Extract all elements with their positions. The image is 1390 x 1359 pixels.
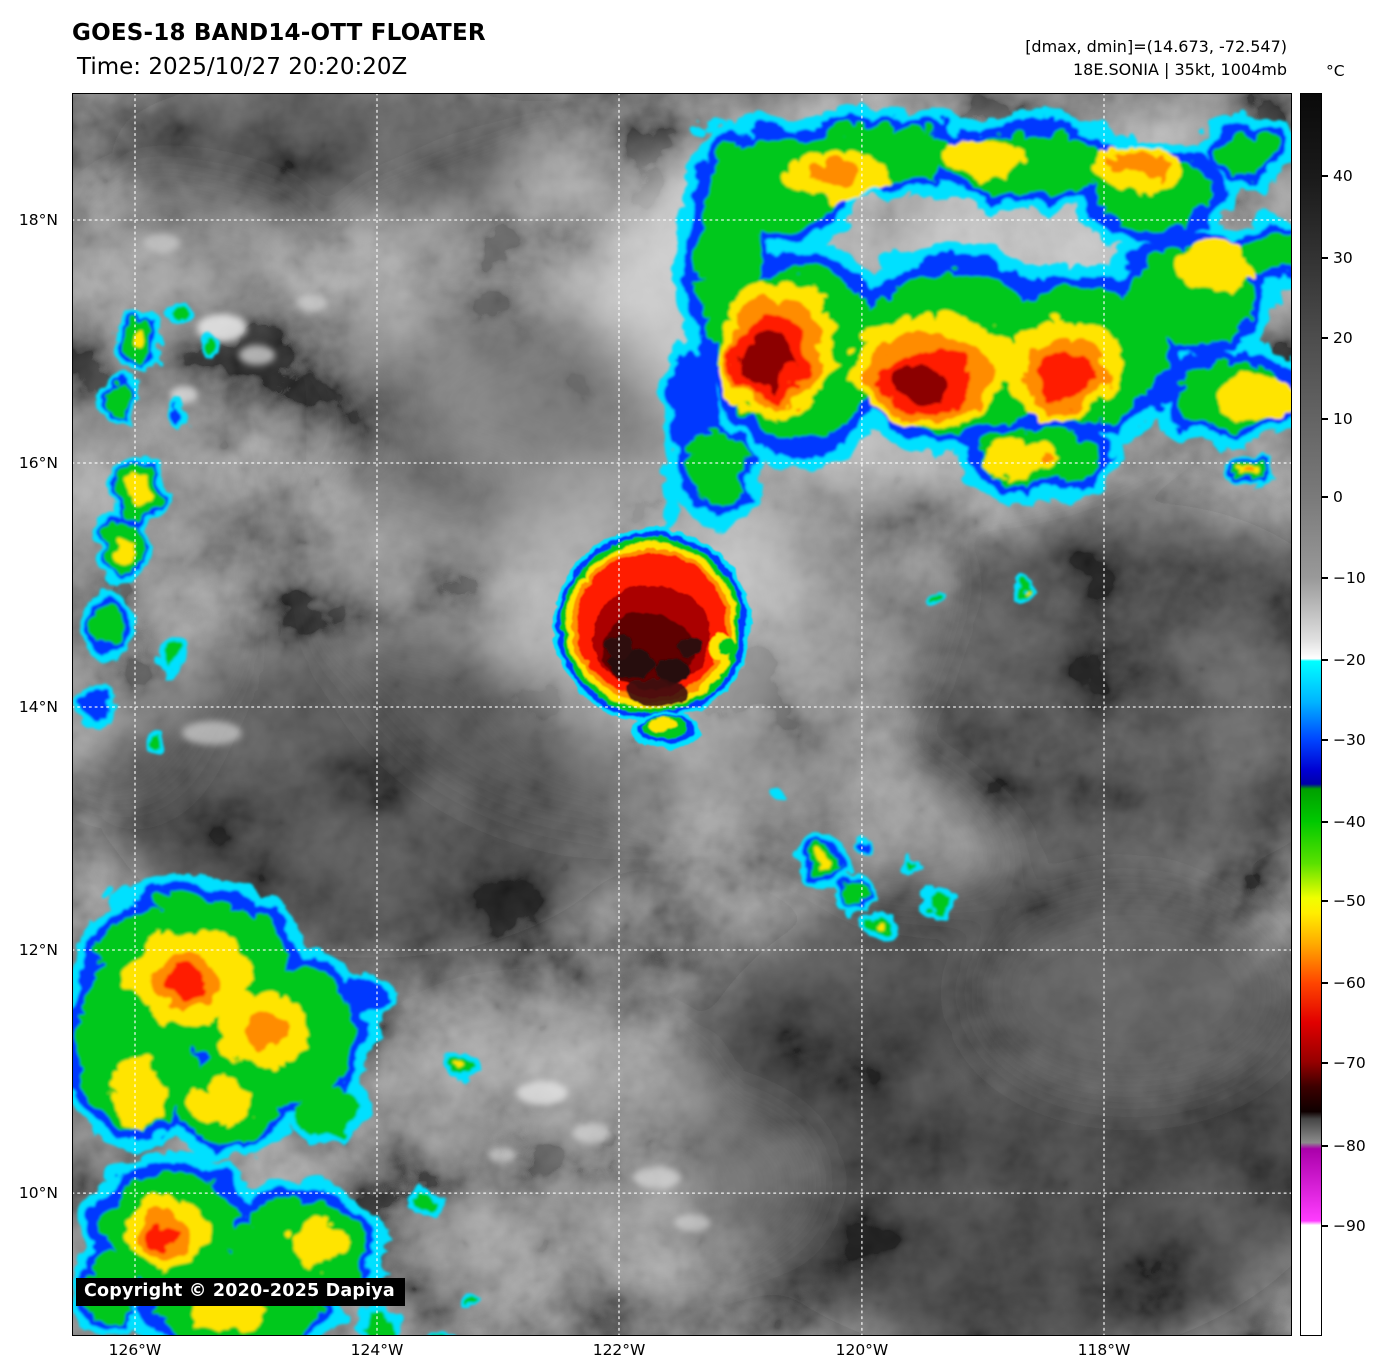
colorbar-tick-mark bbox=[1322, 899, 1328, 902]
colorbar-tick-label: −70 bbox=[1333, 1054, 1366, 1073]
colorbar bbox=[1300, 93, 1322, 1336]
colorbar-tick-label: −90 bbox=[1333, 1216, 1366, 1235]
lat-label: 18°N bbox=[18, 211, 58, 230]
bright-cumulus-layer bbox=[144, 233, 710, 1232]
colorbar-tick-label: −10 bbox=[1333, 569, 1366, 588]
lon-label: 118°W bbox=[1077, 1341, 1131, 1359]
colorbar-tick-mark bbox=[1322, 981, 1328, 984]
colorbar-tick-mark bbox=[1322, 577, 1328, 580]
storm-core bbox=[551, 526, 749, 747]
colorbar-tick-mark bbox=[1322, 1062, 1328, 1065]
colorbar-tick-label: −30 bbox=[1333, 730, 1366, 749]
convection-overlay bbox=[72, 103, 1292, 1336]
colorbar-tick-label: −50 bbox=[1333, 891, 1366, 910]
colorbar-tick-mark bbox=[1322, 659, 1328, 662]
lon-label: 120°W bbox=[835, 1341, 889, 1359]
lon-label: 126°W bbox=[108, 1341, 162, 1359]
lat-label: 12°N bbox=[18, 941, 58, 960]
storm-info: 18E.SONIA | 35kt, 1004mb bbox=[1072, 60, 1287, 79]
colorbar-tick-mark bbox=[1322, 821, 1328, 824]
colorbar-tick-mark bbox=[1322, 418, 1328, 421]
lon-label: 124°W bbox=[350, 1341, 404, 1359]
satellite-imagery bbox=[72, 93, 1292, 1336]
lat-label: 16°N bbox=[18, 454, 58, 473]
product-title: GOES-18 BAND14-OTT FLOATER bbox=[72, 20, 486, 46]
colorbar-tick-mark bbox=[1322, 336, 1328, 339]
colorbar-tick-label: −80 bbox=[1333, 1137, 1366, 1156]
colorbar-tick-label: 30 bbox=[1333, 248, 1353, 267]
colorbar-tick-mark bbox=[1322, 256, 1328, 259]
gridlines-longitude bbox=[134, 93, 1105, 1336]
colorbar-tick-label: −40 bbox=[1333, 813, 1366, 832]
colorbar-tick-label: 0 bbox=[1333, 487, 1343, 506]
satellite-map: Copyright © 2020-2025 Dapiya bbox=[72, 93, 1292, 1336]
lat-label: 10°N bbox=[18, 1184, 58, 1203]
lat-label: 14°N bbox=[18, 698, 58, 717]
header-right: [dmax, dmin]=(14.673, -72.547) 18E.SONIA… bbox=[1025, 35, 1287, 81]
lon-label: 122°W bbox=[592, 1341, 646, 1359]
colorbar-unit: °C bbox=[1326, 62, 1345, 80]
convection-darkred-band bbox=[738, 331, 945, 397]
colorbar-tick-mark bbox=[1322, 175, 1328, 178]
dmax-dmin-readout: [dmax, dmin]=(14.673, -72.547) bbox=[1025, 37, 1287, 56]
latitude-axis: 18°N 16°N 14°N 12°N 10°N bbox=[0, 0, 64, 1359]
colorbar-tick-mark bbox=[1322, 1224, 1328, 1227]
colorbar-tick-mark bbox=[1322, 1145, 1328, 1148]
colorbar-tick-label: −20 bbox=[1333, 651, 1366, 670]
colorbar-tick-label: −60 bbox=[1333, 973, 1366, 992]
copyright-badge: Copyright © 2020-2025 Dapiya bbox=[76, 1278, 405, 1306]
colorbar-tick-label: 20 bbox=[1333, 328, 1353, 347]
timestamp: Time: 2025/10/27 20:20:20Z bbox=[77, 54, 408, 80]
colorbar-tick-label: 10 bbox=[1333, 410, 1353, 429]
colorbar-tick-mark bbox=[1322, 738, 1328, 741]
map-border bbox=[72, 93, 1292, 1336]
gridlines-latitude bbox=[72, 219, 1292, 1194]
colorbar-tick-label: 40 bbox=[1333, 167, 1353, 186]
colorbar-tick-mark bbox=[1322, 495, 1328, 498]
